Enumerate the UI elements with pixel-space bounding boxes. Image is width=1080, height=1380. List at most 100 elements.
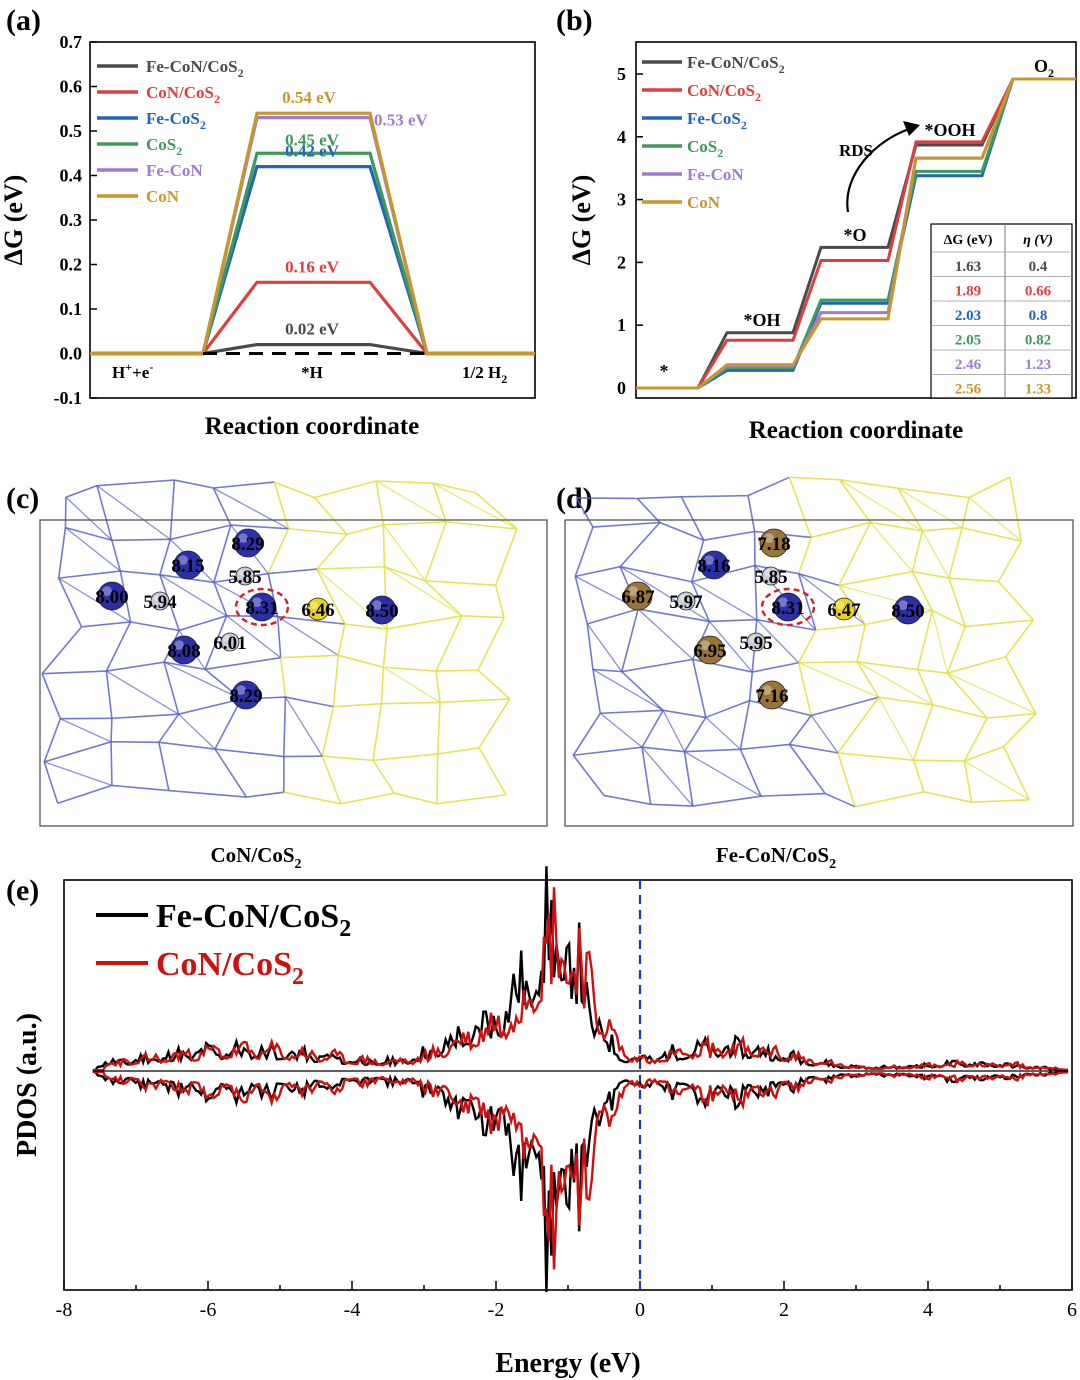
bond	[683, 751, 694, 807]
bond	[948, 577, 967, 627]
atom-co	[893, 595, 923, 625]
bond	[824, 792, 856, 808]
legend-label-Fe-CoN/CoS2: Fe-CoN/CoS2	[146, 57, 244, 80]
bond	[65, 496, 113, 541]
bond	[637, 608, 694, 660]
bond	[586, 623, 623, 673]
bond	[684, 748, 741, 753]
bond	[740, 743, 790, 751]
bond	[961, 497, 970, 528]
atom-highlight	[762, 685, 772, 695]
bond	[798, 572, 840, 587]
panel-b-table: ΔG (eV) η (V) 1.63 0.4 1.89 0.66 2.03 0.8 2.05 0.…	[930, 223, 1073, 399]
value-label-CoS2: 0.45 eV	[285, 130, 340, 149]
atom-highlight	[174, 640, 185, 650]
legend-label-Fe-CoN: Fe-CoN	[146, 161, 203, 180]
bond	[838, 522, 872, 586]
panel-d-atoms: 7.18 8.16 5.85 6.87 5.97 8.31 6.47 8.50 5.95 6.95…	[621, 528, 925, 710]
bond	[705, 699, 750, 719]
value-label-Fe-CoN/CoS2: 0.02 eV	[285, 320, 340, 339]
state-sub: 2	[1048, 66, 1054, 80]
ytick-label: 0.1	[60, 299, 83, 319]
bond	[383, 666, 441, 703]
atom-charge-label: 6.87	[621, 587, 655, 608]
bond	[214, 748, 248, 798]
bond	[204, 656, 281, 671]
bond	[916, 669, 934, 706]
atom-charge-label: 8.29	[231, 534, 264, 555]
state-label-4: *OOH	[924, 120, 975, 140]
atom-charge-label: 8.31	[771, 598, 804, 619]
bond	[43, 761, 113, 787]
bond	[436, 669, 479, 672]
atom-charge-label: 5.95	[739, 633, 772, 654]
ytick-label: 0.7	[60, 32, 83, 52]
bond	[948, 577, 999, 583]
bond	[788, 743, 826, 795]
legend-sub: 2	[176, 144, 182, 158]
bond	[574, 576, 589, 625]
bond	[65, 484, 98, 498]
legend-text: CoN/CoS	[156, 946, 292, 983]
bond	[641, 747, 652, 805]
legend-sub: 2	[741, 118, 747, 132]
bond	[158, 741, 216, 750]
bond	[603, 794, 651, 806]
bond	[478, 747, 507, 796]
rds-label: RDS	[839, 141, 873, 160]
state-label-1: *	[660, 361, 669, 381]
ytick-label: 5	[617, 64, 626, 84]
bond	[432, 482, 518, 530]
bond	[1009, 476, 1023, 542]
bond	[213, 524, 232, 583]
atom-co	[367, 595, 397, 625]
panel-a-yaxis: -0.1 0.0 0.1 0.2 0.3 0.4 0.5 0.6 0.7	[54, 32, 97, 408]
atom-highlight	[372, 600, 382, 610]
legend-sub: 2	[292, 964, 304, 990]
legend-text: CoN/CoS	[687, 81, 755, 100]
state-text: H	[112, 363, 125, 382]
bond	[478, 698, 511, 749]
bond	[878, 696, 933, 706]
panel-c-structure	[41, 479, 518, 805]
bond	[739, 748, 762, 797]
bond	[475, 492, 518, 530]
bond	[106, 670, 179, 715]
legend-label-e_con: CoN/CoS2	[156, 946, 304, 990]
bond	[106, 661, 165, 672]
bond	[641, 746, 685, 753]
table-eta-CoN/CoS2: 0.66	[1025, 284, 1052, 300]
state-label-3: 1/2 H2	[462, 363, 507, 386]
state-label-2: *H	[301, 363, 323, 382]
table-eta-CoS2: 0.82	[1025, 333, 1051, 349]
bond	[798, 573, 866, 626]
atom-co	[247, 592, 277, 622]
bond	[703, 530, 755, 541]
bond	[637, 495, 682, 500]
legend-text: Fe-CoN	[687, 165, 744, 184]
atom-highlight	[704, 555, 714, 565]
bond	[913, 759, 965, 762]
table-dg-Fe-CoN: 2.46	[955, 357, 982, 373]
bond	[477, 669, 511, 700]
bond	[912, 570, 950, 579]
table-dg-CoN: 2.56	[955, 382, 982, 398]
bond	[837, 696, 880, 754]
bond	[178, 713, 216, 750]
bond	[856, 661, 934, 706]
bond	[432, 482, 447, 523]
bond	[213, 481, 275, 489]
bond	[130, 621, 180, 632]
state-label-2: *OH	[743, 310, 780, 330]
table-dg-CoS2: 2.05	[955, 333, 981, 349]
value-label-CoN: 0.54 eV	[282, 88, 337, 107]
bond	[41, 673, 62, 720]
atom-fe	[695, 635, 725, 665]
atom-s	[306, 597, 330, 621]
bond	[621, 658, 693, 673]
state-label-1: H++e-	[112, 360, 153, 382]
legend-label-CoS2: CoS2	[687, 137, 723, 160]
bond	[494, 585, 505, 618]
